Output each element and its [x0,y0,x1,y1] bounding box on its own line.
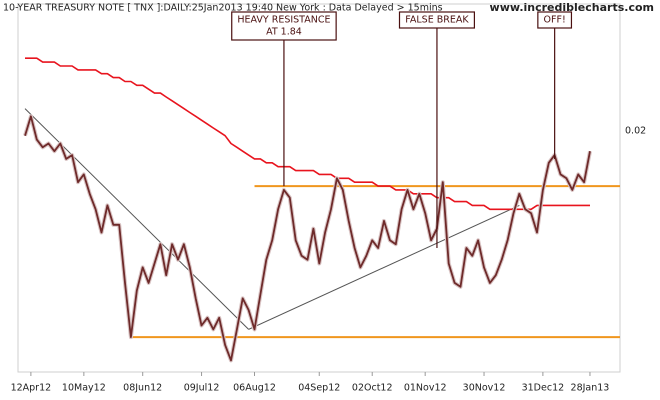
price-line [24,115,591,362]
x-tick-label: 06Aug12 [233,383,276,394]
x-tick-label: 09Jul12 [184,383,220,394]
x-tick-label: 01Nov12 [404,383,447,394]
annotation-box [537,11,573,29]
source: www.incrediblecharts.com [490,1,654,14]
annotation: OFF! [537,11,573,159]
right-axis-label: 0.02 [625,126,646,137]
x-tick-label: 12Apr12 [11,383,52,394]
x-tick-label: 28Jan13 [571,383,610,394]
annotation-box [231,11,337,41]
chart-title: 10-YEAR TREASURY NOTE [ TNX ]:DAILY:25Ja… [3,3,443,14]
plot-frame [17,3,621,373]
trendline [248,204,520,330]
annotation: FALSE BREAK [398,11,476,249]
annotation-text: HEAVY RESISTANCE [237,15,330,26]
x-tick-label: 04Sep12 [298,383,340,394]
annotation-text: OFF! [544,15,566,26]
x-tick-label: 08Jun12 [123,383,162,394]
x-tick-label: 10May12 [62,383,106,394]
annotation-box [398,11,476,29]
x-tick-label: 30Nov12 [463,383,506,394]
x-tick-label: 02Oct12 [352,383,393,394]
annotation-text: AT 1.84 [266,27,302,38]
x-tick-label: 31Dec12 [522,383,565,394]
annotation-text: FALSE BREAK [405,15,469,26]
moving-average [25,57,590,211]
